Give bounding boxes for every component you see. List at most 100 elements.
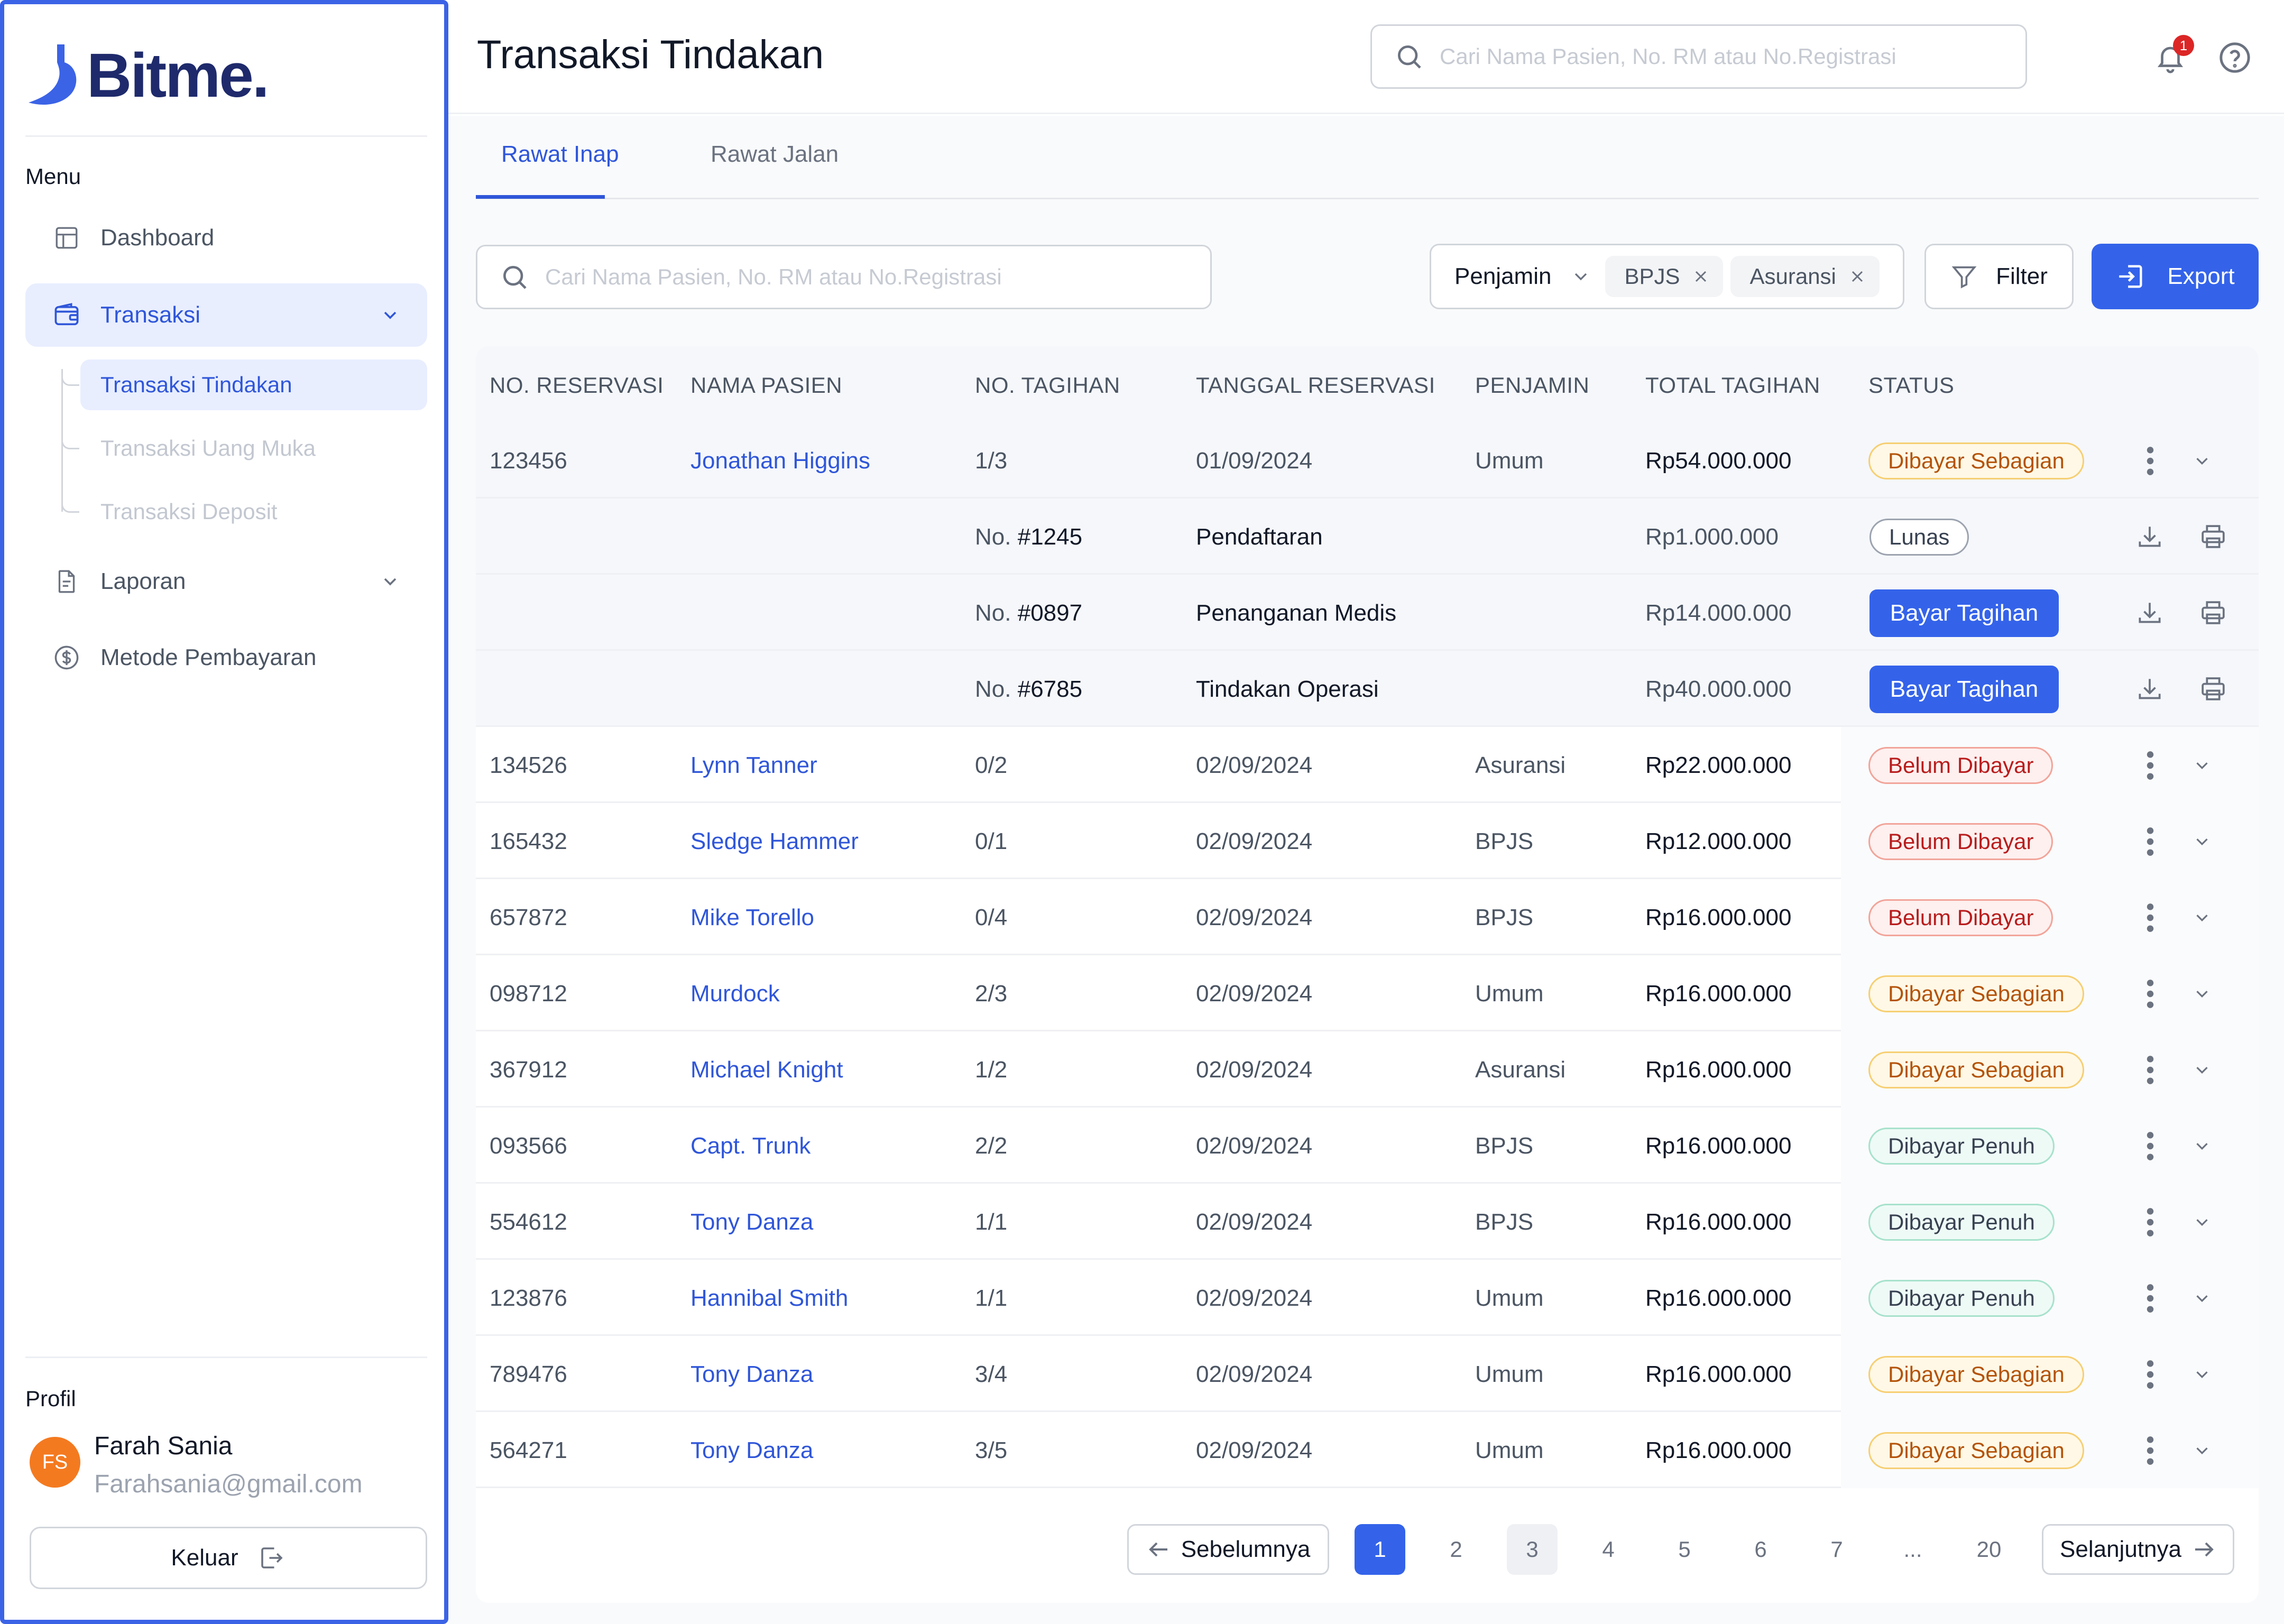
more-vertical-icon[interactable]: [2142, 901, 2158, 934]
table-row[interactable]: 123876 Hannibal Smith 1/1 02/09/2024 Umum Rp1…: [476, 1260, 2259, 1336]
global-search[interactable]: [1370, 24, 2027, 89]
bill-count: 1/2: [975, 1057, 1008, 1083]
guarantor: Umum: [1475, 1285, 1544, 1311]
more-vertical-icon[interactable]: [2142, 1434, 2158, 1467]
table-row[interactable]: 789476 Tony Danza 3/4 02/09/2024 Umum Rp16.00…: [476, 1336, 2259, 1412]
page-1[interactable]: 1: [1355, 1524, 1405, 1575]
status-badge: Dibayar Sebagian: [1868, 1432, 2084, 1469]
page-ellipsis: ...: [1903, 1537, 1922, 1562]
sidebar-item-laporan[interactable]: Laporan: [25, 550, 427, 613]
tab-rawat-inap[interactable]: Rawat Inap: [501, 141, 619, 167]
table-header: NO. RESERVASI NAMA PASIEN NO. TAGIHAN TA…: [476, 346, 2259, 422]
global-search-input[interactable]: [1440, 44, 1968, 69]
close-icon[interactable]: [1691, 267, 1710, 286]
chevron-down-icon[interactable]: [2192, 1288, 2212, 1308]
patient-name-link[interactable]: Mike Torello: [690, 905, 814, 930]
chevron-down-icon[interactable]: [2192, 1136, 2212, 1156]
table-row[interactable]: 134526 Lynn Tanner 0/2 02/09/2024 Asuransi Rp…: [476, 727, 2259, 803]
table-row[interactable]: 098712 Murdock 2/3 02/09/2024 Umum Rp16.000.0…: [476, 955, 2259, 1031]
printer-icon[interactable]: [2198, 522, 2228, 551]
page-6[interactable]: 6: [1754, 1537, 1767, 1562]
avatar[interactable]: FS: [30, 1437, 80, 1488]
table-row[interactable]: 554612 Tony Danza 1/1 02/09/2024 BPJS Rp16.00…: [476, 1184, 2259, 1260]
sidebar-subitem-transaksi-uang-muka[interactable]: Transaksi Uang Muka: [100, 436, 316, 460]
more-vertical-icon[interactable]: [2142, 1282, 2158, 1315]
page-4[interactable]: 4: [1602, 1537, 1615, 1562]
pay-bill-button[interactable]: Bayar Tagihan: [1869, 589, 2059, 637]
download-icon[interactable]: [2135, 522, 2165, 551]
sidebar-item-metode-pembayaran[interactable]: Metode Pembayaran: [25, 626, 427, 689]
printer-icon[interactable]: [2198, 598, 2228, 628]
more-vertical-icon[interactable]: [2142, 1054, 2158, 1086]
transactions-table: NO. RESERVASI NAMA PASIEN NO. TAGIHAN TA…: [476, 346, 2259, 1603]
more-vertical-icon[interactable]: [2142, 825, 2158, 858]
patient-search-input[interactable]: [545, 264, 1074, 290]
tab-rawat-jalan[interactable]: Rawat Jalan: [711, 141, 839, 167]
filter-button[interactable]: Filter: [1924, 244, 2074, 309]
help-icon[interactable]: [2217, 40, 2252, 75]
brand-logo[interactable]: Bitme.: [25, 41, 270, 110]
patient-name-link[interactable]: Michael Knight: [690, 1057, 843, 1083]
table-row[interactable]: 093566 Capt. Trunk 2/2 02/09/2024 BPJS Rp16.0…: [476, 1108, 2259, 1184]
printer-icon[interactable]: [2198, 674, 2228, 704]
more-vertical-icon[interactable]: [2142, 445, 2158, 477]
chevron-down-icon[interactable]: [2192, 984, 2212, 1004]
more-vertical-icon[interactable]: [2142, 977, 2158, 1010]
bell-icon[interactable]: [2154, 41, 2187, 74]
patient-name-link[interactable]: Sledge Hammer: [690, 828, 859, 854]
page-2[interactable]: 2: [1450, 1537, 1462, 1562]
bill-row: No. #6785 Tindakan Operasi Rp40.000.000 …: [476, 651, 2259, 727]
table-row[interactable]: 123456 Jonathan Higgins 1/3 01/09/2024 U…: [476, 422, 2259, 499]
page-7[interactable]: 7: [1830, 1537, 1843, 1562]
next-page-button[interactable]: Selanjutnya: [2042, 1524, 2234, 1575]
pay-bill-button[interactable]: Bayar Tagihan: [1869, 666, 2059, 713]
sidebar-subitem-transaksi-deposit[interactable]: Transaksi Deposit: [100, 499, 278, 524]
table-row[interactable]: 165432 Sledge Hammer 0/1 02/09/2024 BPJS Rp12…: [476, 803, 2259, 879]
chevron-down-icon[interactable]: [2192, 755, 2212, 776]
reservation-date: 02/09/2024: [1196, 752, 1313, 778]
close-icon[interactable]: [1848, 267, 1867, 286]
sidebar-item-dashboard[interactable]: Dashboard: [25, 206, 427, 270]
table-row[interactable]: 657872 Mike Torello 0/4 02/09/2024 BPJS Rp16.…: [476, 879, 2259, 955]
chevron-down-icon[interactable]: [2192, 832, 2212, 852]
more-vertical-icon[interactable]: [2142, 1358, 2158, 1391]
chevron-down-icon[interactable]: [2192, 1060, 2212, 1080]
page-3[interactable]: 3: [1507, 1524, 1558, 1575]
chip-label: BPJS: [1624, 264, 1680, 289]
chevron-down-icon[interactable]: [2192, 1364, 2212, 1385]
dollar-circle-icon: [52, 643, 81, 672]
sidebar-item-transaksi[interactable]: Transaksi: [25, 283, 427, 347]
chevron-down-icon[interactable]: [2192, 451, 2212, 471]
more-vertical-icon[interactable]: [2142, 749, 2158, 782]
chevron-down-icon[interactable]: [2192, 1441, 2212, 1461]
patient-name-link[interactable]: Tony Danza: [690, 1437, 814, 1463]
profile-email: Farahsania@gmail.com: [94, 1470, 363, 1498]
download-icon[interactable]: [2135, 674, 2165, 704]
more-vertical-icon[interactable]: [2142, 1130, 2158, 1162]
logout-button[interactable]: Keluar: [30, 1527, 427, 1589]
patient-name-link[interactable]: Tony Danza: [690, 1361, 814, 1387]
more-vertical-icon[interactable]: [2142, 1206, 2158, 1239]
page-5[interactable]: 5: [1678, 1537, 1691, 1562]
patient-name-link[interactable]: Capt. Trunk: [690, 1133, 811, 1159]
penjamin-select[interactable]: Penjamin BPJS Asuransi: [1430, 244, 1904, 309]
sidebar-item-label: Laporan: [100, 568, 186, 594]
previous-page-button[interactable]: Sebelumnya: [1127, 1524, 1329, 1575]
bill-description: Tindakan Operasi: [1196, 676, 1379, 702]
chevron-down-icon[interactable]: [2192, 908, 2212, 928]
chevron-down-icon[interactable]: [2192, 1212, 2212, 1232]
patient-name-link[interactable]: Tony Danza: [690, 1209, 814, 1235]
patient-search[interactable]: [476, 245, 1212, 309]
bill-count: 2/3: [975, 981, 1008, 1007]
total-bill: Rp16.000.000: [1645, 981, 1792, 1007]
patient-name-link[interactable]: Murdock: [690, 981, 780, 1007]
patient-name-link[interactable]: Jonathan Higgins: [690, 448, 871, 474]
patient-name-link[interactable]: Hannibal Smith: [690, 1285, 849, 1311]
table-row[interactable]: 367912 Michael Knight 1/2 02/09/2024 Asurans…: [476, 1031, 2259, 1108]
sidebar-subitem-transaksi-tindakan[interactable]: Transaksi Tindakan: [80, 359, 427, 410]
export-button[interactable]: Export: [2092, 244, 2259, 309]
download-icon[interactable]: [2135, 598, 2165, 628]
table-row[interactable]: 564271 Tony Danza 3/5 02/09/2024 Umum Rp16.00…: [476, 1412, 2259, 1488]
page-20[interactable]: 20: [1976, 1537, 2002, 1562]
patient-name-link[interactable]: Lynn Tanner: [690, 752, 817, 778]
